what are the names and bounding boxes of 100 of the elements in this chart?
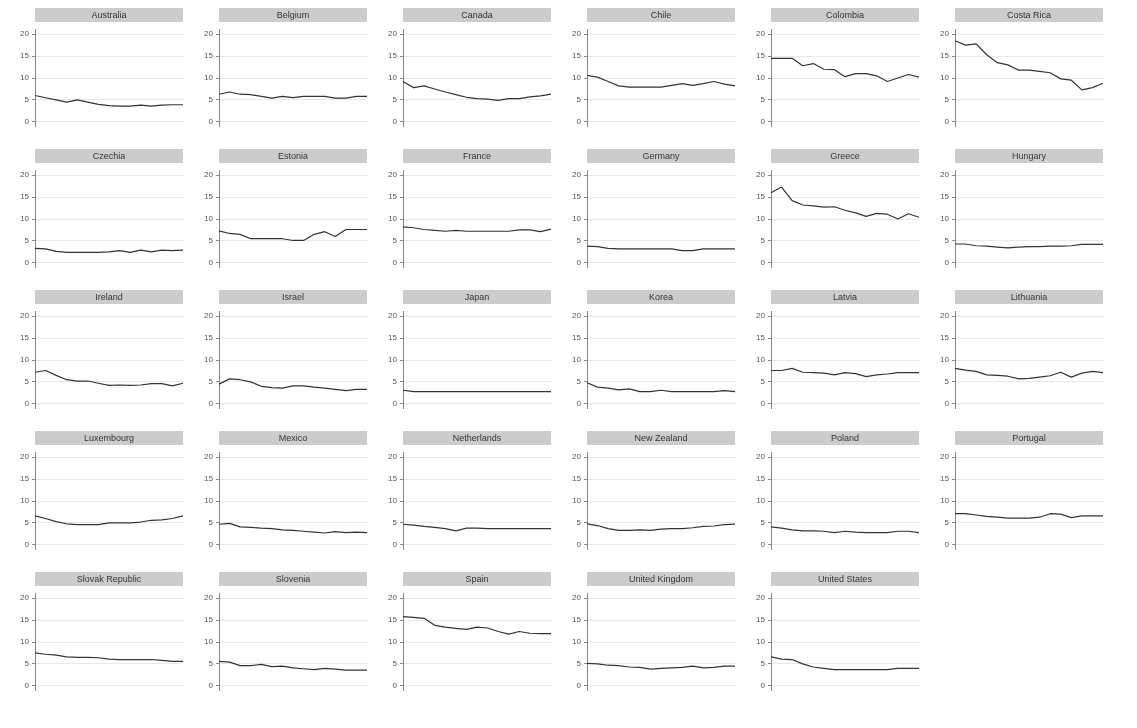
y-tick-label: 15 [572, 474, 582, 484]
y-tick-label: 10 [388, 496, 398, 506]
y-tick-label: 15 [940, 474, 950, 484]
y-tick-label: 10 [204, 214, 214, 224]
y-tick-label: 15 [388, 474, 398, 484]
chart-title: Australia [35, 8, 183, 22]
y-tick-label: 15 [756, 474, 766, 484]
y-tick-label: 20 [20, 593, 30, 603]
y-tick-label: 0 [944, 399, 950, 409]
y-tick-label: 20 [940, 452, 950, 462]
y-tick-label: 5 [392, 95, 398, 105]
y-tick-label: 0 [944, 117, 950, 127]
y-tick-label: 5 [24, 659, 30, 669]
y-tick-label: 20 [388, 311, 398, 321]
y-tick-label: 20 [756, 311, 766, 321]
chart-title: Portugal [955, 431, 1103, 445]
y-tick-label: 15 [204, 615, 214, 625]
chart-title: Luxembourg [35, 431, 183, 445]
y-tick-label: 15 [20, 51, 30, 61]
y-tick-label: 5 [944, 236, 950, 246]
y-tick-label: 0 [760, 540, 766, 550]
chart-title: Slovenia [219, 572, 367, 586]
y-tick-label: 15 [756, 615, 766, 625]
chart-title: Costa Rica [955, 8, 1103, 22]
y-tick-label: 15 [572, 192, 582, 202]
chart-title: Slovak Republic [35, 572, 183, 586]
y-tick-label: 5 [760, 659, 766, 669]
y-tick-label: 0 [24, 399, 30, 409]
chart-title: Estonia [219, 149, 367, 163]
chart-title: United Kingdom [587, 572, 735, 586]
y-tick-label: 0 [760, 258, 766, 268]
y-tick-label: 5 [576, 377, 582, 387]
y-tick-label: 15 [756, 51, 766, 61]
y-tick-label: 5 [208, 659, 214, 669]
chart-title: United States [771, 572, 919, 586]
y-tick-label: 5 [24, 518, 30, 528]
y-tick-label: 0 [208, 117, 214, 127]
y-tick-label: 0 [392, 258, 398, 268]
y-tick-label: 15 [20, 192, 30, 202]
y-tick-label: 10 [940, 214, 950, 224]
y-tick-label: 20 [572, 170, 582, 180]
y-tick-label: 15 [204, 474, 214, 484]
y-tick-label: 0 [392, 117, 398, 127]
y-tick-label: 15 [204, 333, 214, 343]
y-tick-label: 5 [944, 377, 950, 387]
y-tick-label: 15 [572, 333, 582, 343]
y-tick-label: 15 [388, 51, 398, 61]
y-tick-label: 0 [576, 540, 582, 550]
y-tick-label: 5 [944, 95, 950, 105]
y-tick-label: 5 [576, 659, 582, 669]
y-tick-label: 20 [388, 29, 398, 39]
y-tick-label: 15 [572, 51, 582, 61]
chart-title: Colombia [771, 8, 919, 22]
y-tick-label: 5 [576, 236, 582, 246]
chart-title: Greece [771, 149, 919, 163]
chart-title: Canada [403, 8, 551, 22]
y-tick-label: 15 [940, 51, 950, 61]
y-tick-label: 0 [24, 258, 30, 268]
y-tick-label: 10 [572, 355, 582, 365]
y-tick-label: 20 [20, 29, 30, 39]
y-tick-label: 10 [204, 355, 214, 365]
y-tick-label: 20 [388, 452, 398, 462]
y-tick-label: 5 [208, 518, 214, 528]
y-tick-label: 15 [940, 333, 950, 343]
chart-title: Korea [587, 290, 735, 304]
y-tick-label: 0 [944, 540, 950, 550]
y-tick-label: 0 [208, 540, 214, 550]
y-tick-label: 5 [392, 518, 398, 528]
y-tick-label: 10 [204, 637, 214, 647]
chart-title: Israel [219, 290, 367, 304]
y-tick-label: 10 [572, 214, 582, 224]
chart-title: Hungary [955, 149, 1103, 163]
y-tick-label: 20 [756, 452, 766, 462]
y-tick-label: 15 [204, 51, 214, 61]
y-tick-label: 20 [572, 311, 582, 321]
y-tick-label: 10 [940, 496, 950, 506]
y-tick-label: 20 [20, 311, 30, 321]
y-tick-label: 0 [392, 540, 398, 550]
y-tick-label: 5 [576, 95, 582, 105]
y-tick-label: 15 [756, 333, 766, 343]
y-tick-label: 0 [392, 681, 398, 691]
chart-title: Czechia [35, 149, 183, 163]
y-tick-label: 5 [944, 518, 950, 528]
y-tick-label: 5 [760, 377, 766, 387]
y-tick-label: 5 [24, 95, 30, 105]
y-tick-label: 0 [576, 399, 582, 409]
y-tick-label: 5 [24, 377, 30, 387]
y-tick-label: 5 [208, 377, 214, 387]
y-tick-label: 20 [940, 170, 950, 180]
y-tick-label: 10 [388, 637, 398, 647]
y-tick-label: 15 [388, 615, 398, 625]
y-tick-label: 5 [392, 236, 398, 246]
y-tick-label: 15 [572, 615, 582, 625]
y-tick-label: 10 [756, 73, 766, 83]
y-tick-label: 15 [204, 192, 214, 202]
y-tick-label: 0 [760, 681, 766, 691]
y-tick-label: 10 [756, 496, 766, 506]
y-tick-label: 10 [388, 355, 398, 365]
y-tick-label: 5 [392, 659, 398, 669]
y-tick-label: 0 [576, 117, 582, 127]
